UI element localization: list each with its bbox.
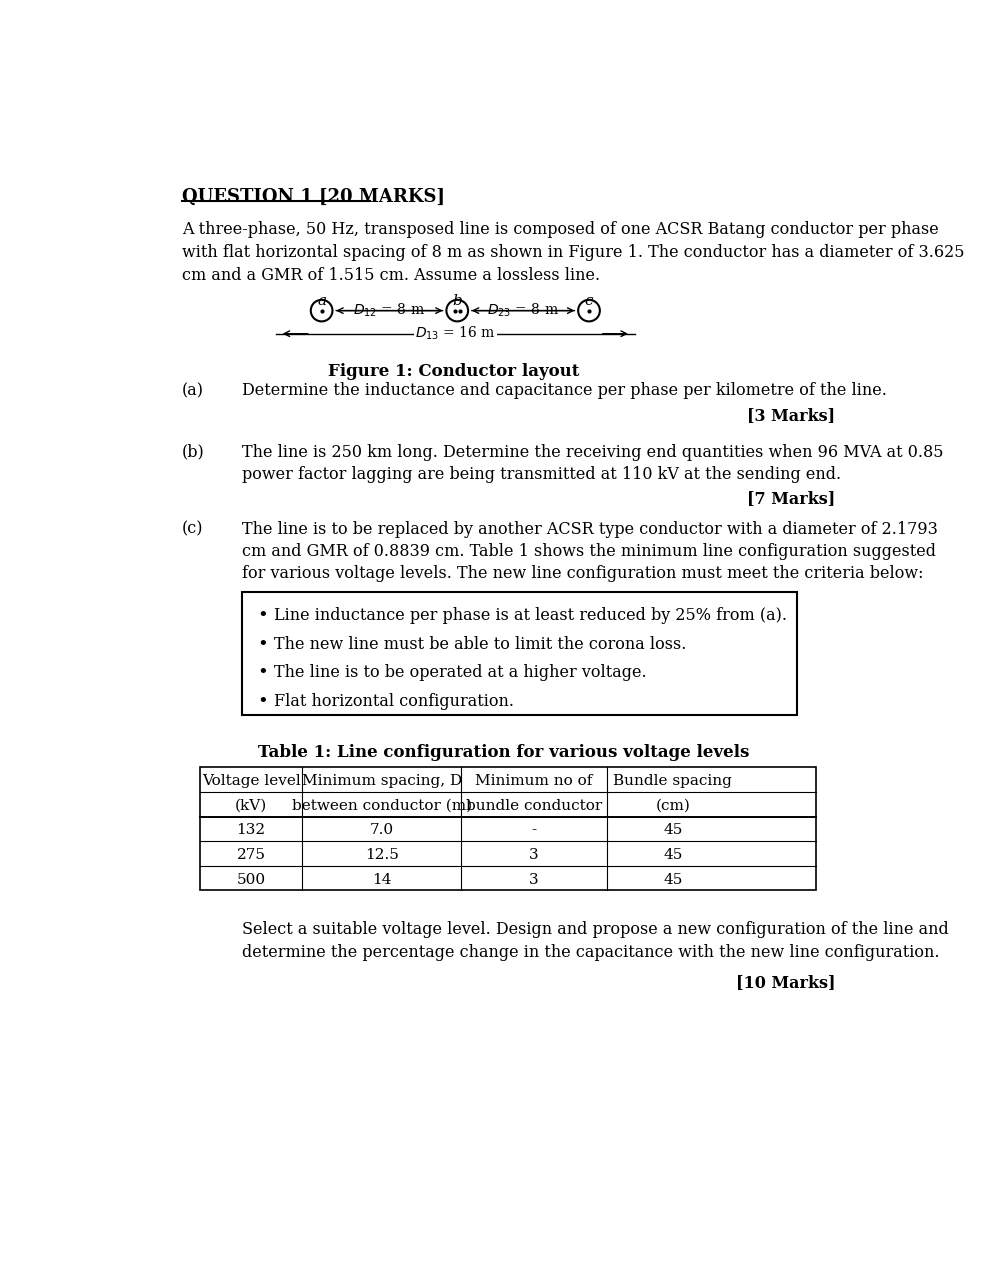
- Text: $D_{23}$ = 8 m: $D_{23}$ = 8 m: [487, 302, 559, 320]
- Bar: [200, 768, 816, 890]
- Text: Flat horizontal configuration.: Flat horizontal configuration.: [275, 693, 514, 709]
- Text: c: c: [584, 294, 593, 308]
- Text: between conductor (m): between conductor (m): [292, 798, 472, 812]
- Text: •: •: [257, 665, 268, 682]
- Text: (b): (b): [183, 444, 205, 461]
- Text: 45: 45: [663, 872, 682, 886]
- Text: power factor lagging are being transmitted at 110 kV at the sending end.: power factor lagging are being transmitt…: [242, 466, 841, 484]
- Text: bundle conductor: bundle conductor: [466, 798, 602, 812]
- Text: cm and a GMR of 1.515 cm. Assume a lossless line.: cm and a GMR of 1.515 cm. Assume a lossl…: [183, 267, 600, 284]
- Text: The new line must be able to limit the corona loss.: The new line must be able to limit the c…: [275, 635, 686, 653]
- Text: determine the percentage change in the capacitance with the new line configurati: determine the percentage change in the c…: [242, 943, 939, 961]
- Text: (a): (a): [183, 382, 204, 400]
- Text: A three-phase, 50 Hz, transposed line is composed of one ACSR Batang conductor p: A three-phase, 50 Hz, transposed line is…: [183, 220, 938, 238]
- Text: Minimum no of: Minimum no of: [475, 774, 592, 788]
- Text: The line is to be replaced by another ACSR type conductor with a diameter of 2.1: The line is to be replaced by another AC…: [242, 521, 937, 537]
- Text: 3: 3: [529, 848, 539, 862]
- Text: 45: 45: [663, 824, 682, 838]
- Text: 45: 45: [663, 848, 682, 862]
- Text: $D_{13}$ = 16 m: $D_{13}$ = 16 m: [415, 325, 496, 342]
- Text: [7 Marks]: [7 Marks]: [747, 490, 835, 507]
- Text: The line is 250 km long. Determine the receiving end quantities when 96 MVA at 0: The line is 250 km long. Determine the r…: [242, 444, 943, 461]
- Text: The line is to be operated at a higher voltage.: The line is to be operated at a higher v…: [275, 665, 647, 681]
- Text: 14: 14: [372, 872, 392, 886]
- Text: -: -: [532, 824, 537, 838]
- Text: 7.0: 7.0: [370, 824, 394, 838]
- Text: 275: 275: [237, 848, 266, 862]
- Text: cm and GMR of 0.8839 cm. Table 1 shows the minimum line configuration suggested: cm and GMR of 0.8839 cm. Table 1 shows t…: [242, 544, 935, 560]
- Text: Voltage level: Voltage level: [201, 774, 301, 788]
- Text: QUESTION 1 [20 MARKS]: QUESTION 1 [20 MARKS]: [183, 187, 445, 205]
- Text: [10 Marks]: [10 Marks]: [736, 974, 835, 990]
- Text: 132: 132: [236, 824, 266, 838]
- Text: •: •: [257, 693, 268, 710]
- Text: Table 1: Line configuration for various voltage levels: Table 1: Line configuration for various …: [258, 745, 749, 761]
- Text: Line inductance per phase is at least reduced by 25% from (a).: Line inductance per phase is at least re…: [275, 607, 788, 624]
- Text: a: a: [317, 294, 326, 308]
- Text: for various voltage levels. The new line configuration must meet the criteria be: for various voltage levels. The new line…: [242, 565, 924, 583]
- Bar: [242, 592, 797, 715]
- Text: Minimum spacing, D: Minimum spacing, D: [302, 774, 462, 788]
- Text: Select a suitable voltage level. Design and propose a new configuration of the l: Select a suitable voltage level. Design …: [242, 922, 948, 938]
- Text: Figure 1: Conductor layout: Figure 1: Conductor layout: [327, 363, 579, 379]
- Text: 500: 500: [236, 872, 266, 886]
- Text: 3: 3: [529, 872, 539, 886]
- Text: 12.5: 12.5: [365, 848, 399, 862]
- Text: Bundle spacing: Bundle spacing: [613, 774, 732, 788]
- Text: (cm): (cm): [656, 798, 690, 812]
- Text: •: •: [257, 607, 268, 625]
- Text: b: b: [452, 294, 462, 308]
- Text: (c): (c): [183, 521, 203, 537]
- Text: •: •: [257, 635, 268, 653]
- Text: Determine the inductance and capacitance per phase per kilometre of the line.: Determine the inductance and capacitance…: [242, 382, 887, 400]
- Text: with flat horizontal spacing of 8 m as shown in Figure 1. The conductor has a di: with flat horizontal spacing of 8 m as s…: [183, 243, 964, 261]
- Text: [3 Marks]: [3 Marks]: [747, 407, 835, 424]
- Text: $D_{12}$ = 8 m: $D_{12}$ = 8 m: [353, 302, 426, 320]
- Text: (kV): (kV): [235, 798, 267, 812]
